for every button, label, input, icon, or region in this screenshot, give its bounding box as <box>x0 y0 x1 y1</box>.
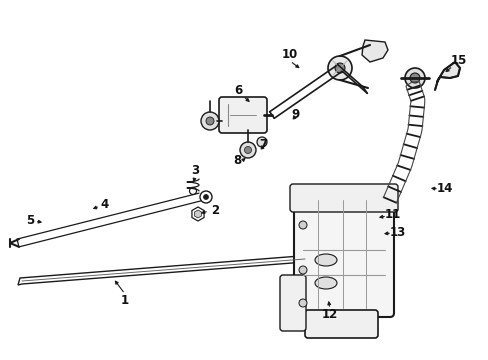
Polygon shape <box>361 40 387 62</box>
FancyBboxPatch shape <box>305 310 377 338</box>
Text: 11: 11 <box>384 208 400 221</box>
Text: 9: 9 <box>290 108 299 122</box>
Text: 5: 5 <box>26 213 34 226</box>
Ellipse shape <box>314 277 336 289</box>
Text: 15: 15 <box>450 54 466 67</box>
FancyBboxPatch shape <box>293 191 393 317</box>
Text: 2: 2 <box>210 203 219 216</box>
Text: 10: 10 <box>281 49 298 62</box>
Circle shape <box>404 68 424 88</box>
Circle shape <box>334 63 345 73</box>
Text: 6: 6 <box>233 84 242 96</box>
Circle shape <box>244 147 251 153</box>
Text: 4: 4 <box>101 198 109 211</box>
Circle shape <box>298 221 306 229</box>
Circle shape <box>240 142 256 158</box>
Polygon shape <box>194 210 201 218</box>
Text: 14: 14 <box>436 181 452 194</box>
Text: 3: 3 <box>190 163 199 176</box>
Text: 12: 12 <box>321 309 337 321</box>
Circle shape <box>201 112 219 130</box>
Text: 8: 8 <box>232 153 241 166</box>
Circle shape <box>327 56 351 80</box>
Polygon shape <box>192 207 203 221</box>
Circle shape <box>205 117 214 125</box>
Circle shape <box>298 266 306 274</box>
Polygon shape <box>434 62 459 90</box>
Text: 7: 7 <box>259 139 266 152</box>
Circle shape <box>409 73 419 83</box>
FancyBboxPatch shape <box>289 184 397 212</box>
FancyBboxPatch shape <box>280 275 305 331</box>
Circle shape <box>203 194 208 199</box>
Text: 13: 13 <box>389 225 406 238</box>
Circle shape <box>257 137 266 147</box>
Circle shape <box>298 299 306 307</box>
Text: 1: 1 <box>121 293 129 306</box>
Ellipse shape <box>314 254 336 266</box>
FancyBboxPatch shape <box>219 97 266 133</box>
